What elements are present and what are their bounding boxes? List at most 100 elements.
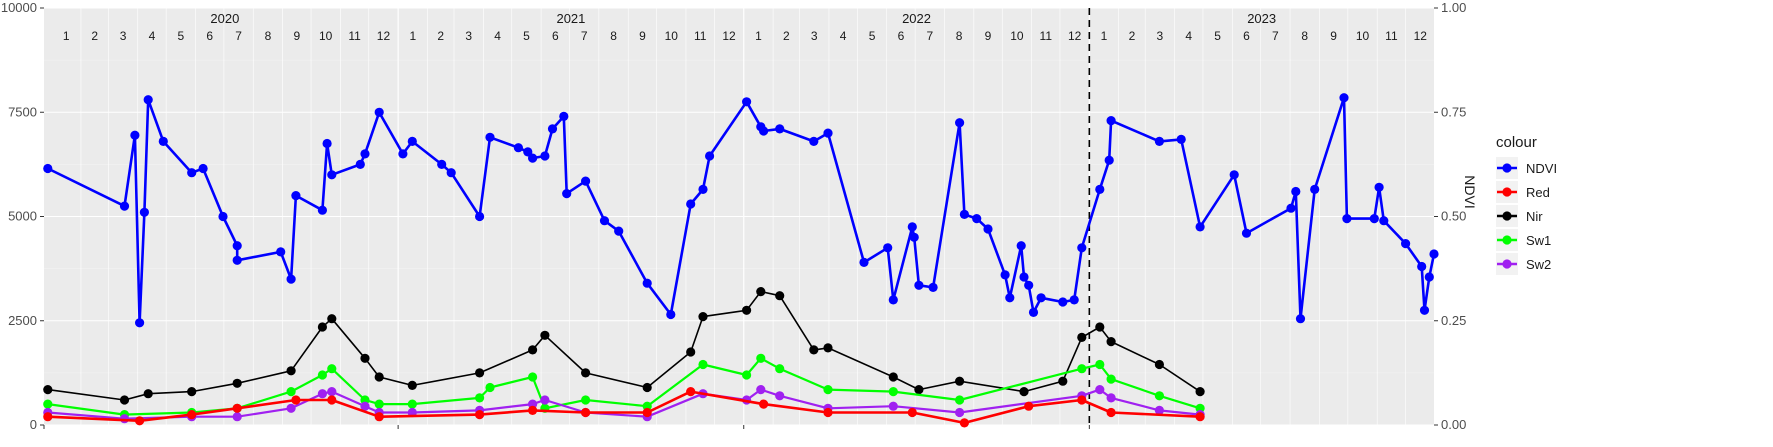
data-point-sw2 bbox=[286, 403, 296, 413]
data-point-nir bbox=[1019, 387, 1029, 397]
data-point-sw1 bbox=[955, 395, 965, 405]
year-label: 2020 bbox=[210, 11, 239, 26]
data-point-sw1 bbox=[1077, 364, 1087, 374]
data-point-ndvi bbox=[528, 153, 538, 163]
data-point-red bbox=[1024, 401, 1034, 411]
data-point-nir bbox=[407, 380, 417, 390]
month-label: 8 bbox=[1301, 29, 1308, 43]
y-tick-label: 7500 bbox=[8, 104, 37, 119]
data-point-sw2 bbox=[360, 401, 370, 411]
data-point-sw1 bbox=[327, 364, 337, 374]
data-point-red bbox=[1077, 395, 1087, 405]
data-point-ndvi bbox=[1095, 184, 1105, 194]
y-tick-label: 10000 bbox=[1, 0, 37, 15]
data-point-red bbox=[581, 407, 591, 418]
data-point-sw2 bbox=[756, 385, 766, 395]
month-label: 9 bbox=[639, 29, 646, 43]
month-label: 7 bbox=[926, 29, 933, 43]
data-point-nir bbox=[742, 305, 752, 315]
data-point-ndvi bbox=[907, 222, 917, 232]
data-point-nir bbox=[540, 330, 550, 340]
data-point-sw1 bbox=[756, 353, 766, 363]
data-point-ndvi bbox=[276, 247, 286, 257]
data-point-ndvi bbox=[888, 295, 898, 305]
data-point-ndvi bbox=[374, 107, 384, 117]
data-point-ndvi bbox=[1369, 214, 1379, 224]
data-point-ndvi bbox=[187, 168, 197, 178]
data-point-nir bbox=[43, 385, 53, 395]
y2-tick-label: 0.75 bbox=[1441, 104, 1466, 119]
data-point-ndvi bbox=[1229, 170, 1239, 180]
month-label: 8 bbox=[610, 29, 617, 43]
month-label: 12 bbox=[1068, 29, 1082, 43]
data-point-nir bbox=[317, 322, 327, 332]
month-label: 3 bbox=[811, 29, 818, 43]
month-label: 3 bbox=[120, 29, 127, 43]
month-label: 5 bbox=[1214, 29, 1221, 43]
data-point-ndvi bbox=[581, 176, 591, 186]
data-point-ndvi bbox=[355, 159, 365, 169]
month-label: 9 bbox=[985, 29, 992, 43]
data-point-ndvi bbox=[1310, 184, 1320, 194]
data-point-nir bbox=[528, 345, 538, 355]
data-point-ndvi bbox=[446, 168, 456, 178]
data-point-red bbox=[475, 410, 485, 420]
data-point-ndvi bbox=[437, 159, 447, 169]
month-label: 5 bbox=[523, 29, 530, 43]
data-point-ndvi bbox=[859, 257, 869, 267]
data-point-ndvi bbox=[809, 136, 819, 146]
data-point-ndvi bbox=[232, 241, 242, 251]
data-point-ndvi bbox=[775, 124, 785, 134]
data-point-sw1 bbox=[1195, 403, 1205, 413]
data-point-red bbox=[374, 412, 384, 422]
data-point-ndvi bbox=[143, 95, 153, 105]
data-point-ndvi bbox=[1019, 272, 1029, 282]
data-point-ndvi bbox=[686, 199, 696, 209]
month-label: 1 bbox=[63, 29, 70, 43]
data-point-ndvi bbox=[1069, 295, 1079, 305]
data-point-ndvi bbox=[540, 151, 550, 161]
month-label: 1 bbox=[409, 29, 416, 43]
data-point-sw2 bbox=[1095, 385, 1105, 395]
data-point-ndvi bbox=[1374, 182, 1384, 192]
data-point-nir bbox=[809, 345, 819, 355]
data-point-red bbox=[43, 412, 53, 422]
data-point-red bbox=[959, 418, 970, 428]
month-label: 2 bbox=[437, 29, 444, 43]
legend-key-marker bbox=[1502, 211, 1512, 221]
data-point-nir bbox=[1095, 322, 1105, 332]
month-label: 11 bbox=[694, 29, 707, 43]
y-tick-label: 2500 bbox=[8, 313, 37, 328]
data-point-ndvi bbox=[972, 214, 982, 224]
data-point-ndvi bbox=[317, 205, 327, 215]
month-label: 9 bbox=[1330, 29, 1337, 43]
data-point-nir bbox=[119, 395, 130, 405]
month-label: 2 bbox=[91, 29, 98, 43]
month-label: 4 bbox=[1185, 29, 1192, 43]
data-point-ndvi bbox=[158, 136, 168, 146]
month-label: 11 bbox=[1040, 29, 1053, 43]
data-point-nir bbox=[698, 312, 708, 322]
month-label: 12 bbox=[377, 29, 391, 43]
data-point-nir bbox=[1195, 387, 1205, 397]
legend-label: Red bbox=[1526, 185, 1550, 200]
data-point-red bbox=[327, 395, 337, 405]
month-label: 10 bbox=[1356, 29, 1370, 43]
data-point-ndvi bbox=[1295, 314, 1306, 324]
data-point-nir bbox=[286, 366, 296, 376]
data-point-sw2 bbox=[888, 401, 898, 411]
legend-label: NDVI bbox=[1526, 161, 1557, 176]
data-point-sw1 bbox=[1154, 391, 1164, 401]
data-point-sw2 bbox=[775, 391, 785, 401]
data-point-ndvi bbox=[322, 138, 332, 149]
data-point-nir bbox=[888, 372, 898, 382]
legend-key-marker bbox=[1502, 163, 1512, 173]
y2-tick-label: 0.00 bbox=[1441, 417, 1466, 432]
data-point-nir bbox=[823, 343, 833, 353]
data-point-sw1 bbox=[823, 385, 833, 395]
data-point-nir bbox=[642, 382, 652, 393]
data-point-ndvi bbox=[1176, 134, 1186, 144]
data-point-sw1 bbox=[775, 364, 785, 374]
month-label: 4 bbox=[840, 29, 847, 43]
data-point-sw1 bbox=[888, 387, 898, 397]
